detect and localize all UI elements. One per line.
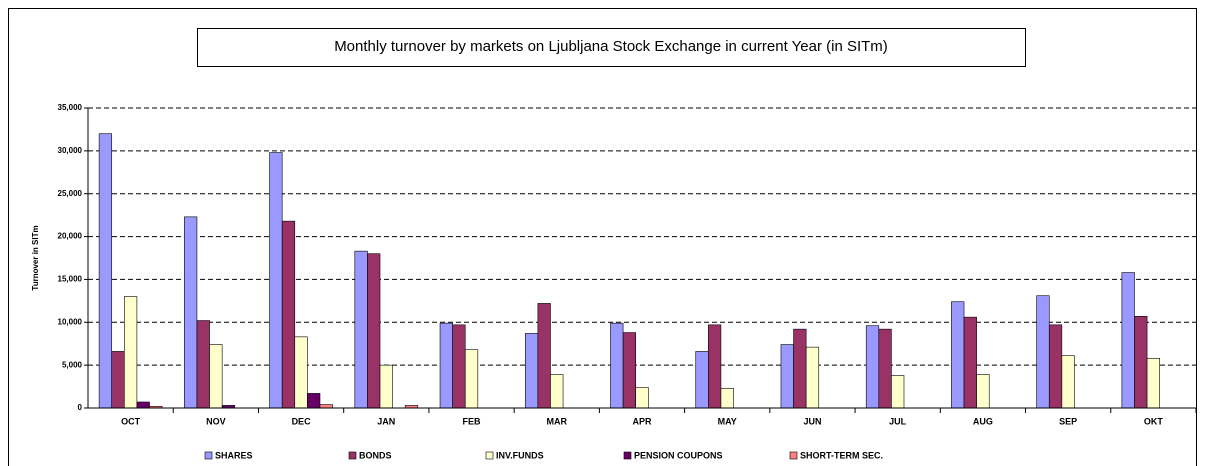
bar — [98, 133, 113, 409]
x-tick-label: JUN — [803, 416, 821, 426]
bar — [307, 393, 321, 409]
bar — [209, 344, 223, 409]
bar — [963, 316, 977, 409]
y-tick-label: 35,000 — [58, 103, 83, 112]
x-tick-label: FEB — [463, 416, 482, 426]
y-tick-label: 20,000 — [58, 232, 83, 241]
bar — [878, 328, 892, 409]
legend-label: SHARES — [215, 450, 253, 460]
bar — [379, 364, 393, 409]
legend-label: BONDS — [359, 450, 392, 460]
bar — [976, 374, 990, 409]
bar — [1061, 355, 1075, 409]
x-tick-label: MAR — [547, 416, 568, 426]
legend-swatch — [348, 451, 357, 460]
bar — [464, 349, 479, 409]
x-tick-label: JAN — [377, 416, 395, 426]
bar — [891, 375, 905, 409]
bar — [439, 322, 453, 409]
bar — [281, 220, 296, 409]
bar — [196, 320, 210, 409]
bar — [1146, 357, 1160, 409]
bar — [269, 152, 283, 409]
bar — [635, 387, 649, 409]
legend-label: INV.FUNDS — [496, 450, 544, 460]
bar — [1121, 272, 1135, 409]
x-tick-label: APR — [632, 416, 652, 426]
bar — [780, 344, 794, 409]
y-tick-label: 10,000 — [58, 317, 83, 326]
bar — [319, 404, 333, 409]
x-tick-label: MAY — [718, 416, 737, 426]
bar — [524, 333, 539, 409]
x-tick-label: JUL — [889, 416, 907, 426]
legend-swatch — [204, 451, 213, 460]
legend-swatch — [789, 451, 798, 460]
bar — [111, 351, 125, 409]
y-tick-label: 15,000 — [58, 275, 83, 284]
bar — [951, 301, 965, 409]
y-axis-label: Turnover in SITm — [31, 225, 40, 290]
x-tick-label: SEP — [1059, 416, 1077, 426]
bar — [452, 324, 466, 409]
bar — [537, 303, 551, 409]
y-tick-label: 5,000 — [62, 360, 83, 369]
bar — [865, 325, 880, 409]
bar — [695, 351, 709, 409]
bar — [720, 387, 734, 409]
bar — [136, 401, 150, 409]
bar — [1134, 315, 1148, 409]
bar — [708, 324, 722, 409]
bar — [184, 216, 198, 409]
x-tick-label: AUG — [973, 416, 993, 426]
bar — [1048, 324, 1063, 409]
y-tick-label: 0 — [78, 403, 83, 412]
title-box — [197, 28, 1026, 67]
bar — [294, 336, 308, 409]
bar — [610, 322, 624, 409]
chart-title: Monthly turnover by markets on Ljubljana… — [334, 38, 888, 55]
bar — [550, 374, 564, 409]
bar — [124, 296, 138, 409]
x-tick-label: OCT — [121, 416, 141, 426]
y-tick-label: 25,000 — [58, 189, 83, 198]
legend-swatch — [623, 451, 632, 460]
legend-label: SHORT-TERM SEC. — [800, 450, 883, 460]
legend-label: PENSION COUPONS — [634, 450, 723, 460]
bar — [793, 328, 807, 409]
bar — [805, 346, 820, 409]
y-tick-label: 30,000 — [58, 146, 83, 155]
x-tick-label: OKT — [1144, 416, 1164, 426]
bar — [354, 250, 368, 409]
bar — [1036, 295, 1050, 409]
bar — [622, 332, 636, 409]
x-tick-label: DEC — [292, 416, 312, 426]
x-tick-label: NOV — [206, 416, 226, 426]
legend-swatch — [485, 451, 494, 460]
bar — [367, 253, 381, 409]
